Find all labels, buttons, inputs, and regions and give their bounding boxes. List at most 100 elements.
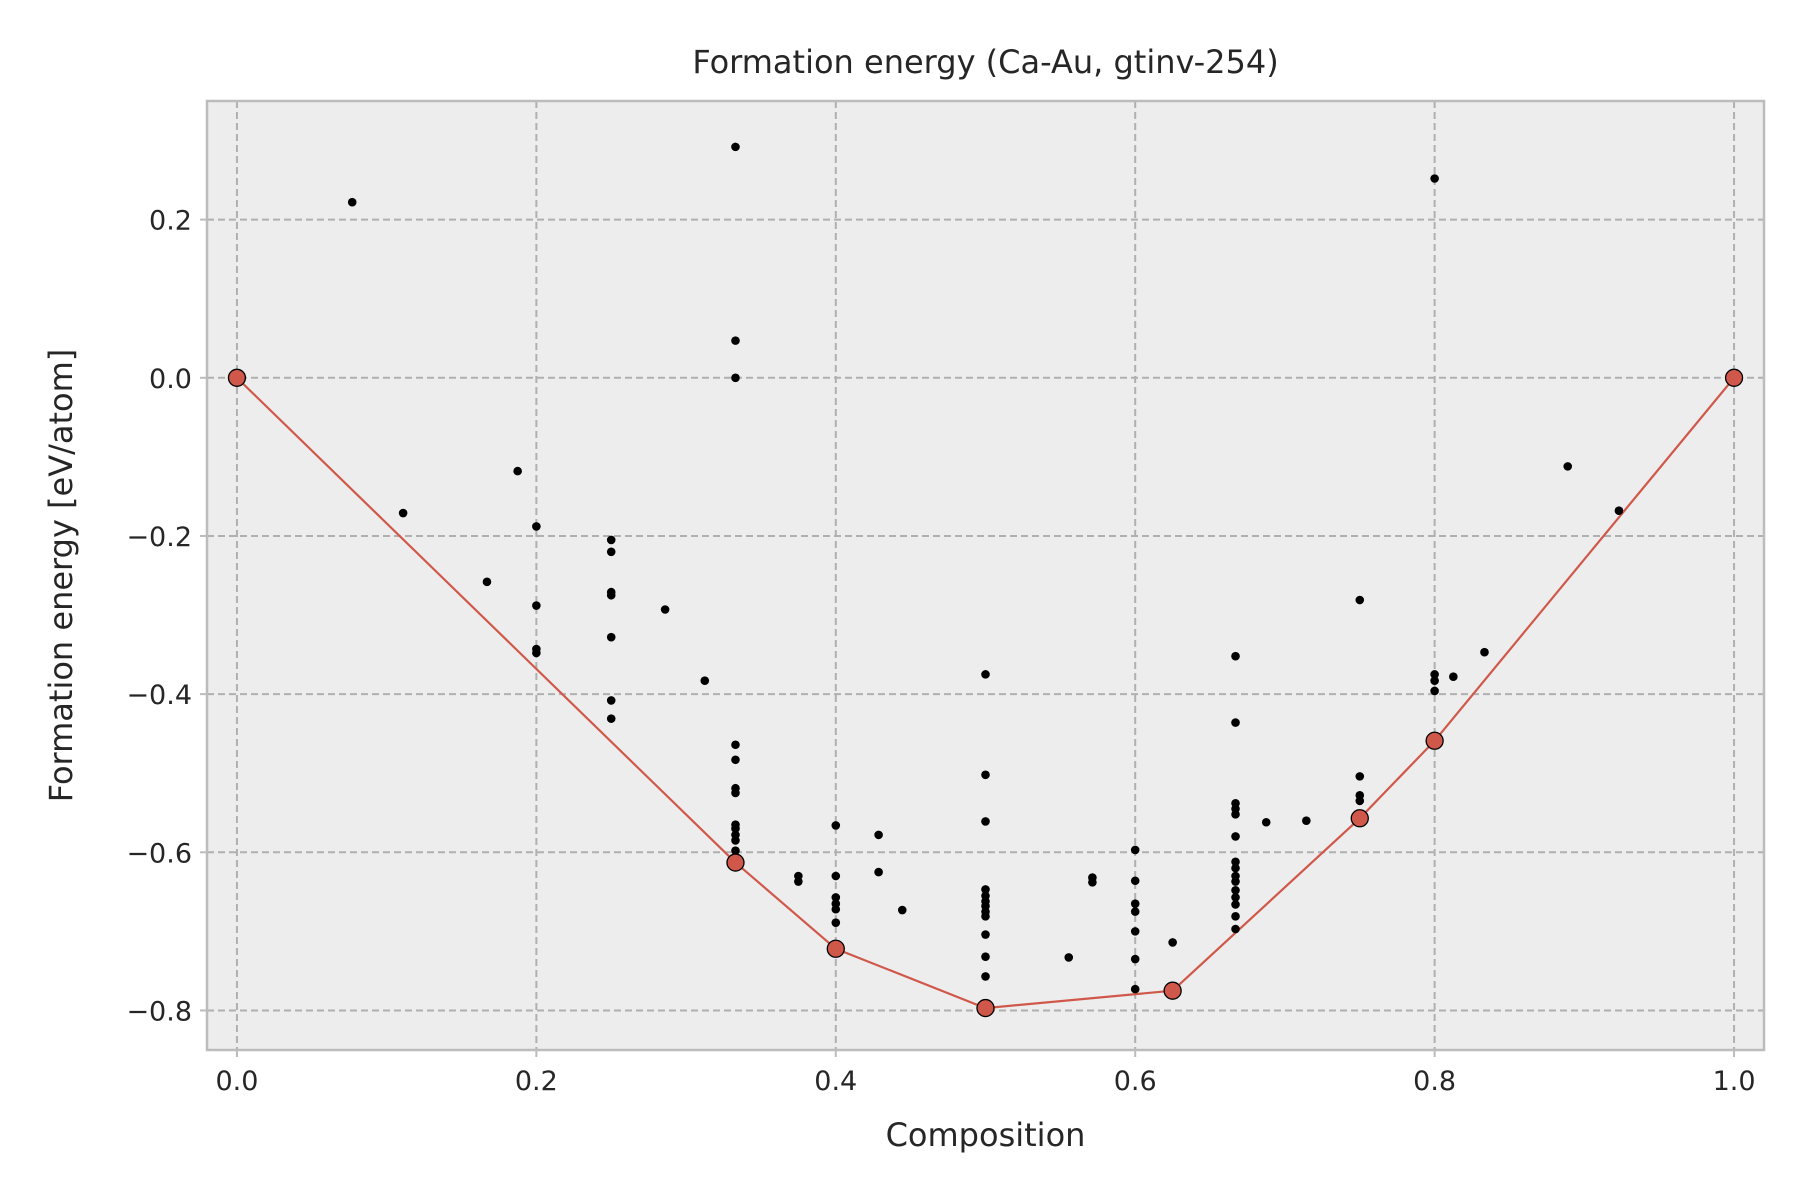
data-point (831, 918, 841, 927)
data-point (981, 670, 990, 679)
data-point (1168, 938, 1177, 947)
data-point (794, 877, 803, 886)
data-point (1430, 670, 1439, 679)
data-point (1130, 907, 1140, 916)
scatter-points (347, 142, 1624, 994)
x-tick-label: 0.2 (515, 1066, 558, 1097)
data-point (1430, 686, 1439, 696)
data-point (731, 373, 740, 383)
data-point (1480, 647, 1489, 657)
y-tick-label: −0.6 (126, 838, 192, 869)
data-point (606, 696, 616, 705)
data-point (1355, 595, 1365, 605)
data-point (1130, 984, 1140, 994)
data-point (1088, 878, 1097, 887)
data-point (831, 821, 841, 830)
data-point (482, 577, 492, 587)
hull-vertex (1425, 731, 1444, 750)
data-point (874, 830, 883, 840)
data-point (606, 547, 616, 557)
data-point (1231, 893, 1240, 902)
x-tick-label: 0.0 (215, 1066, 258, 1097)
data-point (660, 605, 670, 614)
data-point (731, 336, 740, 345)
data-point (731, 836, 740, 845)
x-axis-ticks: 0.0 0.2 0.4 0.6 0.8 1.0 (215, 1050, 1756, 1097)
data-point (731, 824, 740, 833)
data-point (1231, 718, 1240, 727)
data-point (700, 676, 710, 685)
data-point (1130, 927, 1140, 936)
data-point (1430, 174, 1439, 183)
data-point (981, 912, 990, 921)
data-point (532, 522, 541, 531)
hull-vertex (976, 998, 995, 1018)
x-tick-label: 0.8 (1413, 1066, 1456, 1097)
data-point (1614, 506, 1624, 515)
data-point (1231, 885, 1240, 895)
convex-hull (236, 377, 1735, 1010)
data-point (981, 885, 990, 894)
hull-vertices (227, 368, 1744, 1018)
data-point (731, 846, 740, 856)
hull-vertex (1163, 981, 1182, 1000)
data-point (981, 817, 990, 826)
plot-frame (205, 99, 1766, 1052)
data-point (831, 871, 841, 881)
data-point (606, 632, 616, 642)
hull-line (236, 377, 1735, 1010)
x-tick-label: 0.6 (1114, 1066, 1157, 1097)
data-point (1064, 953, 1074, 962)
data-point (1231, 857, 1240, 867)
hull-vertex (826, 939, 845, 958)
data-point (1231, 832, 1240, 841)
data-point (1231, 924, 1240, 934)
y-axis-label: Formation energy [eV/atom] (42, 349, 80, 803)
data-point (831, 904, 841, 914)
data-point (347, 197, 357, 207)
data-point (731, 755, 740, 765)
data-point (532, 601, 541, 610)
hull-vertex (726, 853, 745, 872)
data-point (1231, 810, 1240, 819)
data-point (1355, 772, 1365, 781)
data-point (981, 952, 990, 961)
y-tick-label: −0.2 (126, 522, 192, 553)
data-point (1302, 816, 1311, 825)
data-point (606, 714, 616, 723)
data-point (1231, 651, 1240, 661)
data-point (398, 508, 408, 518)
data-point (1130, 876, 1140, 886)
data-point (1563, 462, 1573, 471)
data-point (1449, 672, 1458, 682)
y-tick-label: −0.8 (126, 996, 192, 1027)
data-point (981, 930, 990, 939)
x-tick-label: 1.0 (1713, 1066, 1756, 1097)
data-point (1430, 676, 1439, 685)
data-point (1130, 954, 1140, 964)
data-point (1355, 796, 1365, 806)
data-point (981, 972, 990, 981)
grid (207, 101, 1764, 1050)
data-point (1261, 817, 1271, 827)
x-axis-label: Composition (886, 1116, 1086, 1154)
data-point (1130, 899, 1140, 908)
hull-vertex (1724, 368, 1744, 387)
y-tick-label: −0.4 (126, 680, 192, 711)
data-point (897, 905, 907, 915)
y-tick-label: 0.0 (149, 364, 192, 395)
chart-title: Formation energy (Ca-Au, gtinv-254) (692, 43, 1278, 81)
x-tick-label: 0.4 (814, 1066, 857, 1097)
data-point (831, 893, 841, 902)
data-point (606, 535, 616, 545)
data-point (981, 770, 990, 780)
data-point (874, 867, 883, 877)
data-point (731, 740, 740, 750)
data-point (1231, 900, 1240, 909)
data-point (1231, 912, 1240, 921)
data-point (1231, 863, 1240, 873)
y-axis-ticks: 0.2 0.0 −0.2 −0.4 −0.6 −0.8 (126, 206, 207, 1027)
hull-vertex (227, 368, 247, 387)
data-point (606, 590, 616, 600)
data-point (532, 648, 541, 658)
